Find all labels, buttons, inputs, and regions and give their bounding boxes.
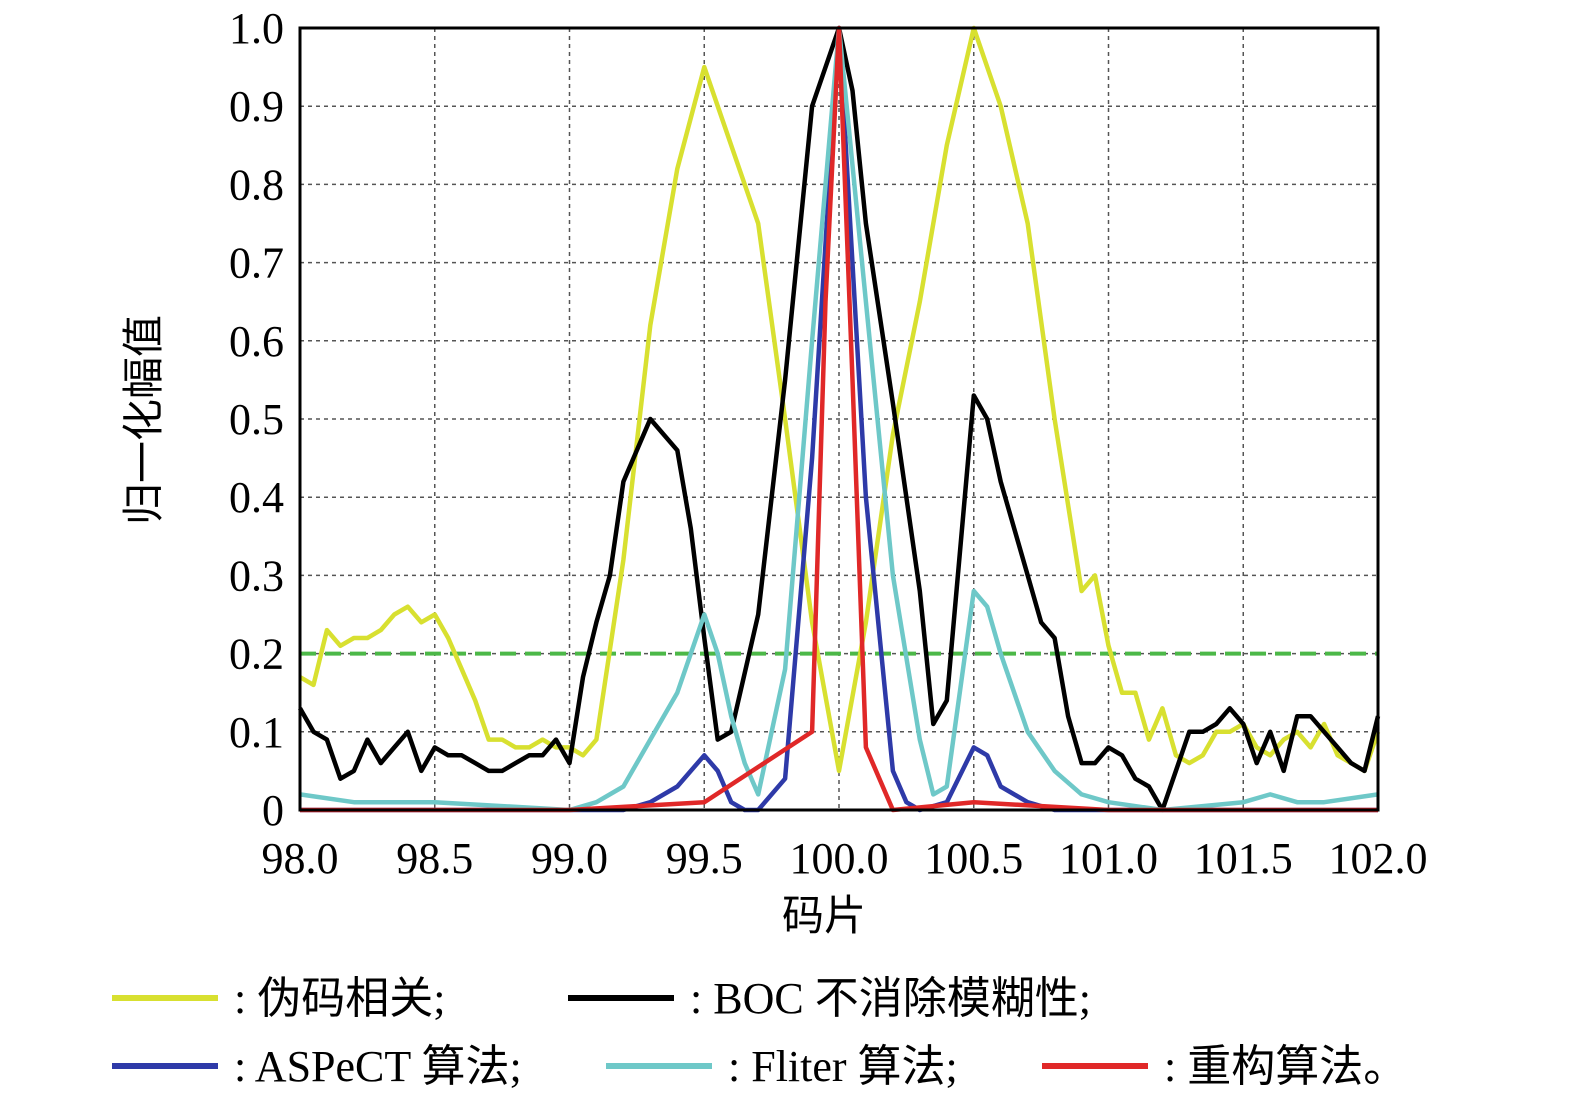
x-tick-label: 98.5 [396, 834, 473, 883]
y-tick-label: 0.1 [229, 708, 284, 757]
series-line-1 [298, 25, 1381, 813]
legend-label-2: : ASPeCT 算法; [234, 1042, 522, 1091]
x-tick-label: 102.0 [1329, 834, 1428, 883]
x-tick-label: 99.0 [531, 834, 608, 883]
x-tick-label: 98.0 [262, 834, 339, 883]
legend-label-3: : Fliter 算法; [728, 1042, 958, 1091]
legend-label-4: : 重构算法。 [1164, 1042, 1407, 1091]
plot-frame [298, 26, 1380, 812]
series-line-3 [299, 25, 1379, 813]
y-tick-labels: 0 0.1 0.2 0.3 0.4 0.5 0.6 0.7 0.8 0.9 1.0 [229, 4, 284, 835]
y-tick-label: 0.5 [229, 395, 284, 444]
x-tick-label: 100.5 [924, 834, 1023, 883]
y-tick-label: 0.2 [229, 630, 284, 679]
y-tick-label: 0.7 [229, 239, 284, 288]
series-line-0 [298, 25, 1381, 774]
y-tick-label: 0.3 [229, 551, 284, 600]
y-tick-label: 0.9 [229, 82, 284, 131]
y-tick-label: 1.0 [229, 4, 284, 53]
x-axis-title: 码片 [782, 891, 866, 940]
series-group [298, 25, 1381, 813]
x-tick-label: 99.5 [666, 834, 743, 883]
legend-label-0: : 伪码相关; [234, 974, 445, 1023]
x-tick-labels: 98.0 98.5 99.0 99.5 100.0 100.5 101.0 101.5 102.… [262, 834, 1428, 883]
grid [300, 28, 1378, 810]
legend-label-1: : BOC 不消除模糊性; [690, 974, 1091, 1023]
x-tick-label: 101.0 [1059, 834, 1158, 883]
legend: : 伪码相关; : BOC 不消除模糊性; : ASPeCT 算法; : Fliter… [112, 974, 1407, 1091]
series-line-4 [300, 25, 1378, 813]
y-axis-title: 归一化幅值 [119, 315, 168, 525]
x-tick-label: 101.5 [1194, 834, 1293, 883]
y-tick-label: 0 [262, 786, 284, 835]
y-tick-label: 0.6 [229, 317, 284, 366]
y-tick-label: 0.4 [229, 473, 284, 522]
x-tick-label: 100.0 [790, 834, 889, 883]
y-tick-label: 0.8 [229, 160, 284, 209]
series-line-2 [300, 25, 1378, 813]
